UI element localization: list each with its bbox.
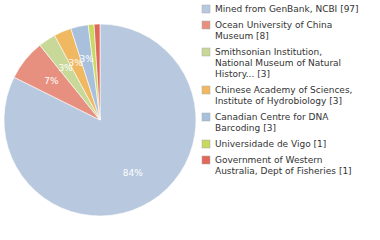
data-label: 3% [80, 54, 95, 64]
legend-entry: Ocean University of ChinaMuseum [8] [215, 20, 332, 41]
legend-swatch [202, 113, 210, 121]
legend-swatch [202, 21, 210, 29]
pie-slice [88, 24, 100, 120]
legend-swatch [202, 86, 210, 94]
pie-slice [71, 25, 100, 120]
pie-labels: 84%7%3%3%3% [44, 54, 143, 178]
legend-entry: Canadian Centre for DNABarcoding [3] [215, 112, 329, 133]
data-label: 7% [44, 76, 59, 86]
pie-slice [94, 24, 100, 120]
legend-swatch [202, 48, 210, 56]
legend-swatch [202, 156, 210, 164]
legend-entry: Universidade de Vigo [1] [215, 139, 326, 149]
data-label: 84% [123, 168, 143, 178]
legend: Mined from GenBank, NCBI [97] Ocean Unive… [202, 4, 359, 176]
legend-entry: Government of WesternAustralia, Dept of … [215, 155, 352, 176]
legend-swatch [202, 5, 210, 13]
legend-entry: Mined from GenBank, NCBI [97] [215, 4, 359, 14]
legend-entry: Smithsonian Institution,National Museum … [215, 47, 341, 79]
legend-swatch [202, 140, 210, 148]
legend-entry: Chinese Academy of Sciences,Institute of… [215, 85, 352, 106]
pie-slice [4, 24, 196, 216]
chart: 84%7%3%3%3%Mined from GenBank, NCBI [97]… [0, 0, 380, 240]
pie [4, 24, 196, 216]
